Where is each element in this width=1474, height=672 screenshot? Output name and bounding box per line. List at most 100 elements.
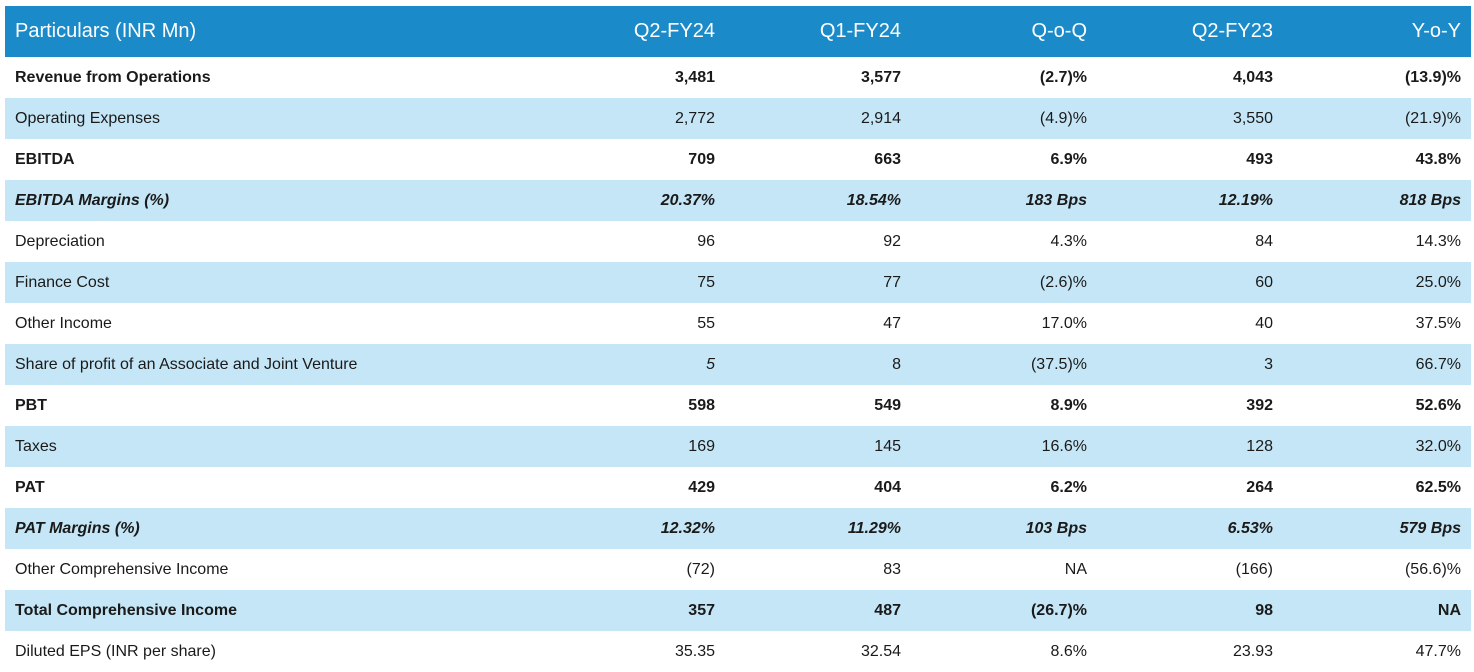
row-label: Taxes bbox=[15, 437, 57, 455]
cell-q1-fy24: 8 bbox=[892, 355, 901, 373]
cell-y-o-y: 32.0% bbox=[1415, 437, 1461, 455]
cell-q2-fy23: 6.53% bbox=[1227, 519, 1273, 537]
cell-y-o-y: 818 Bps bbox=[1399, 191, 1461, 209]
cell-q1-fy24: 3,577 bbox=[860, 68, 901, 86]
header-q2-fy24: Q2-FY24 bbox=[633, 20, 715, 42]
table-row: Diluted EPS (INR per share) 35.35 32.54 8.6… bbox=[5, 631, 1471, 672]
cell-q1-fy24: 47 bbox=[883, 314, 901, 332]
cell-q1-fy24: 549 bbox=[874, 396, 901, 414]
cell-q1-fy24: 92 bbox=[883, 232, 901, 250]
cell-q2-fy23: 128 bbox=[1246, 437, 1273, 455]
cell-q1-fy24: 2,914 bbox=[860, 109, 901, 127]
row-label: Share of profit of an Associate and Join… bbox=[15, 355, 358, 373]
cell-q-o-q: 4.3% bbox=[1050, 232, 1087, 250]
table-row: Other Comprehensive Income (72) 83 NA (166) (… bbox=[5, 549, 1471, 590]
cell-q2-fy24: 598 bbox=[688, 396, 715, 414]
cell-q2-fy23: 493 bbox=[1246, 150, 1273, 168]
cell-q2-fy23: 60 bbox=[1255, 273, 1273, 291]
cell-q2-fy24: 75 bbox=[697, 273, 715, 291]
cell-q2-fy24: 5 bbox=[706, 355, 715, 373]
header-particulars: Particulars (INR Mn) bbox=[15, 20, 197, 42]
row-label: PAT Margins (%) bbox=[15, 519, 140, 537]
row-label: Revenue from Operations bbox=[15, 68, 211, 86]
cell-q2-fy24: 169 bbox=[688, 437, 715, 455]
table-row: Revenue from Operations 3,481 3,577 (2.7)% 4… bbox=[5, 57, 1471, 98]
cell-q-o-q: 6.2% bbox=[1050, 478, 1087, 496]
table-header-row: Particulars (INR Mn) Q2-FY24 Q1-FY24 Q-o… bbox=[5, 6, 1471, 57]
cell-q-o-q: (37.5)% bbox=[1030, 355, 1087, 373]
table-row: Other Income 55 47 17.0% 40 37.5% bbox=[5, 303, 1471, 344]
cell-q2-fy24: 3,481 bbox=[674, 68, 715, 86]
cell-q2-fy23: 3 bbox=[1264, 355, 1273, 373]
cell-q1-fy24: 83 bbox=[883, 560, 901, 578]
cell-q2-fy24: 35.35 bbox=[674, 642, 715, 660]
cell-q2-fy23: 84 bbox=[1255, 232, 1273, 250]
cell-q-o-q: (2.6)% bbox=[1039, 273, 1087, 291]
financial-results-table: Particulars (INR Mn) Q2-FY24 Q1-FY24 Q-o… bbox=[5, 6, 1471, 672]
cell-q2-fy23: 40 bbox=[1255, 314, 1273, 332]
cell-q2-fy24: 2,772 bbox=[674, 109, 715, 127]
header-y-o-y: Y-o-Y bbox=[1411, 20, 1461, 42]
cell-q-o-q: (2.7)% bbox=[1039, 68, 1087, 86]
cell-q2-fy23: 23.93 bbox=[1232, 642, 1273, 660]
cell-q1-fy24: 77 bbox=[883, 273, 901, 291]
row-label: Other Comprehensive Income bbox=[15, 560, 229, 578]
cell-y-o-y: (13.9)% bbox=[1404, 68, 1461, 86]
cell-q1-fy24: 11.29% bbox=[847, 519, 901, 537]
cell-q2-fy24: 20.37% bbox=[660, 191, 715, 209]
table-row: PBT 598 549 8.9% 392 52.6% bbox=[5, 385, 1471, 426]
table-row: EBITDA Margins (%) 20.37% 18.54% 183 Bps 12.… bbox=[5, 180, 1471, 221]
table-row: EBITDA 709 663 6.9% 493 43.8% bbox=[5, 139, 1471, 180]
cell-q2-fy23: 264 bbox=[1246, 478, 1273, 496]
row-label: Finance Cost bbox=[15, 273, 110, 291]
cell-y-o-y: 47.7% bbox=[1415, 642, 1461, 660]
cell-q2-fy23: 392 bbox=[1246, 396, 1273, 414]
cell-q-o-q: 183 Bps bbox=[1025, 191, 1087, 209]
cell-q-o-q: 8.6% bbox=[1050, 642, 1087, 660]
row-label: Depreciation bbox=[15, 232, 105, 250]
cell-q-o-q: (4.9)% bbox=[1039, 109, 1087, 127]
row-label: Diluted EPS (INR per share) bbox=[15, 642, 216, 660]
cell-q2-fy24: 357 bbox=[688, 601, 715, 619]
cell-q2-fy24: (72) bbox=[686, 560, 715, 578]
table-row: Total Comprehensive Income 357 487 (26.7)% 9… bbox=[5, 590, 1471, 631]
cell-y-o-y: 66.7% bbox=[1415, 355, 1461, 373]
cell-y-o-y: NA bbox=[1437, 601, 1461, 619]
cell-y-o-y: 579 Bps bbox=[1399, 519, 1461, 537]
cell-q2-fy23: 4,043 bbox=[1232, 68, 1273, 86]
cell-y-o-y: (21.9)% bbox=[1404, 109, 1461, 127]
table-row: Depreciation 96 92 4.3% 84 14.3% bbox=[5, 221, 1471, 262]
row-label: EBITDA Margins (%) bbox=[15, 191, 170, 209]
cell-y-o-y: 14.3% bbox=[1415, 232, 1461, 250]
cell-q2-fy23: (166) bbox=[1235, 560, 1273, 578]
cell-q2-fy23: 3,550 bbox=[1232, 109, 1273, 127]
cell-q2-fy24: 55 bbox=[697, 314, 715, 332]
cell-y-o-y: (56.6)% bbox=[1404, 560, 1461, 578]
cell-q1-fy24: 404 bbox=[874, 478, 901, 496]
cell-q-o-q: 103 Bps bbox=[1025, 519, 1087, 537]
cell-q2-fy24: 12.32% bbox=[660, 519, 715, 537]
cell-q1-fy24: 145 bbox=[874, 437, 901, 455]
cell-y-o-y: 43.8% bbox=[1415, 150, 1461, 168]
header-q1-fy24: Q1-FY24 bbox=[819, 20, 901, 42]
cell-q1-fy24: 487 bbox=[874, 601, 901, 619]
cell-q1-fy24: 18.54% bbox=[846, 191, 901, 209]
table-row: Share of profit of an Associate and Join… bbox=[5, 344, 1471, 385]
cell-q-o-q: 16.6% bbox=[1041, 437, 1087, 455]
row-label: PBT bbox=[15, 396, 47, 414]
row-label: EBITDA bbox=[15, 150, 75, 168]
table-body: Revenue from Operations 3,481 3,577 (2.7)% 4… bbox=[5, 57, 1471, 672]
table-row: PAT Margins (%) 12.32% 11.29% 103 Bps 6.53% 5… bbox=[5, 508, 1471, 549]
cell-q-o-q: 6.9% bbox=[1050, 150, 1087, 168]
cell-q-o-q: NA bbox=[1064, 560, 1087, 578]
cell-q2-fy24: 96 bbox=[697, 232, 715, 250]
row-label: PAT bbox=[15, 478, 45, 496]
row-label: Other Income bbox=[15, 314, 112, 332]
cell-y-o-y: 52.6% bbox=[1415, 396, 1461, 414]
cell-q-o-q: (26.7)% bbox=[1030, 601, 1087, 619]
cell-y-o-y: 62.5% bbox=[1415, 478, 1461, 496]
cell-q2-fy24: 709 bbox=[688, 150, 715, 168]
cell-q2-fy24: 429 bbox=[688, 478, 715, 496]
row-label: Total Comprehensive Income bbox=[15, 601, 237, 619]
